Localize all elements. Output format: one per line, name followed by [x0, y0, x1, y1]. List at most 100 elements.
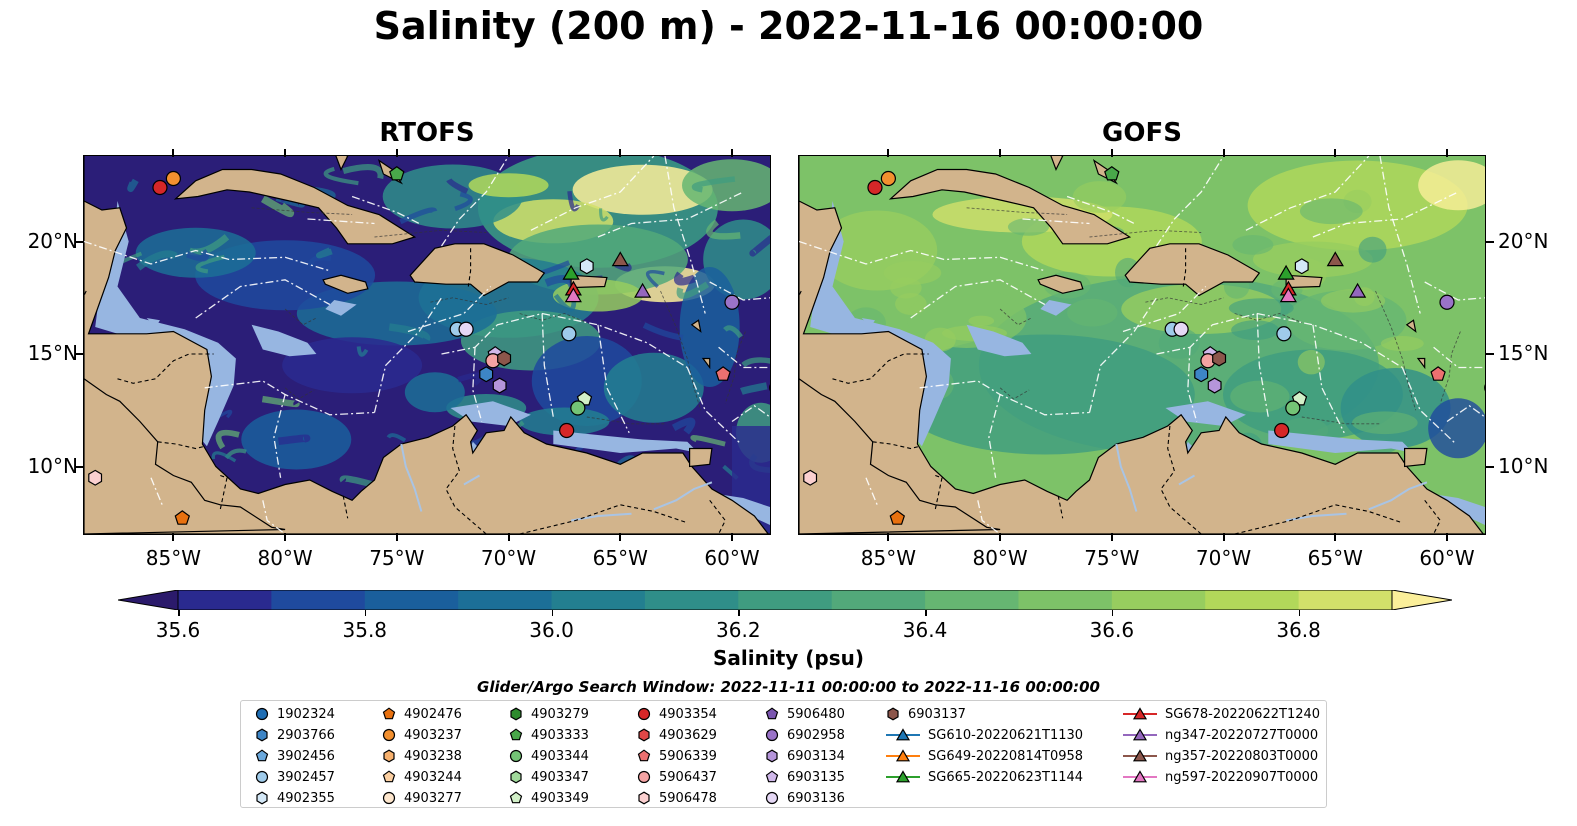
circle-marker-icon	[382, 791, 396, 805]
triangle-marker-icon	[1123, 749, 1157, 762]
legend-marker	[256, 728, 268, 742]
legend-item: 1902324	[255, 704, 335, 724]
colorbar-segment	[831, 590, 926, 610]
legend-marker	[765, 791, 779, 805]
legend-item: 6902958	[765, 725, 845, 745]
legend-item: ng357-20220803T0000	[1123, 746, 1318, 766]
triangle-marker-icon	[1123, 707, 1157, 720]
legend-marker	[887, 707, 899, 721]
legend-marker	[765, 728, 779, 742]
legend-item: 4903629	[637, 725, 717, 745]
legend-marker	[638, 728, 650, 742]
lon-tick-label: 65°W	[1307, 546, 1363, 570]
figure-title: Salinity (200 m) - 2022-11-16 00:00:00	[373, 4, 1204, 48]
colorbar-tick-mark	[738, 610, 740, 616]
map-marker	[570, 400, 586, 416]
colorbar-segment	[458, 590, 553, 610]
lon-tick-label: 70°W	[1195, 546, 1252, 570]
legend-label: SG610-20220621T1130	[928, 727, 1084, 743]
legend-marker	[382, 707, 396, 720]
legend-item: 3902457	[255, 767, 335, 787]
map-marker	[1326, 251, 1344, 267]
legend-marker	[383, 749, 395, 763]
lat-tick-mark	[75, 240, 83, 243]
circle-marker-icon	[509, 749, 523, 763]
colorbar-tick-mark	[925, 610, 927, 616]
legend-item: SG678-20220622T1240	[1123, 704, 1320, 724]
circle-marker-icon	[255, 770, 269, 784]
panel-title-rtofs: RTOFS	[379, 118, 475, 148]
legend-label: SG649-20220814T0958	[928, 748, 1084, 764]
pentagon-marker-icon	[765, 770, 779, 783]
legend-label: 2903766	[277, 727, 335, 743]
legend-marker	[382, 791, 396, 805]
legend-label: 4903344	[531, 748, 589, 764]
colorbar-tick-label: 36.0	[529, 618, 574, 642]
colorbar-segment	[271, 590, 366, 610]
colorbar-label: Salinity (psu)	[712, 646, 864, 670]
legend-label: 5906437	[659, 769, 717, 785]
circle-marker-icon	[637, 770, 651, 784]
land-cuba	[888, 168, 1132, 245]
land-cuba	[173, 168, 417, 245]
lon-tick-mark	[999, 533, 1002, 541]
hexagon-marker-icon	[256, 728, 268, 742]
legend-label: 4902476	[404, 706, 462, 722]
legend-item: 4902355	[255, 788, 335, 808]
lon-tick-mark	[619, 149, 622, 157]
land-bahama1	[335, 156, 349, 172]
legend-label: 4903349	[531, 790, 589, 806]
lon-tick-mark	[731, 149, 733, 157]
colorbar-tick-label: 36.2	[716, 618, 761, 642]
lon-tick-mark	[731, 533, 733, 541]
colorbar-segment	[1018, 590, 1113, 610]
map-marker	[389, 165, 405, 181]
map-panel-gofs	[798, 155, 1486, 535]
hexagon-marker-icon	[256, 791, 268, 805]
lon-tick-mark	[1222, 533, 1225, 541]
legend-label: 1902324	[277, 706, 335, 722]
lon-tick-label: 75°W	[369, 546, 425, 570]
legend-item: ng597-20220907T0000	[1123, 767, 1318, 787]
panel-title-gofs: GOFS	[1102, 118, 1182, 148]
lon-tick-label: 60°W	[704, 546, 760, 570]
colorbar-segment	[925, 590, 1019, 610]
land-lesser2	[701, 357, 711, 370]
legend-item: 4903347	[509, 767, 589, 787]
pentagon-marker-icon	[509, 728, 523, 741]
colorbar-segment	[364, 590, 459, 610]
legend-marker	[765, 770, 779, 783]
legend-label: 6903137	[908, 706, 966, 722]
lat-tick-label: 10°N	[1498, 453, 1549, 478]
legend-marker	[637, 770, 651, 784]
legend-title: Glider/Argo Search Window: 2022-11-11 00…	[477, 678, 1100, 696]
map-panel-rtofs	[83, 155, 771, 535]
lon-tick-mark	[284, 149, 287, 157]
colorbar-tick-label: 36.8	[1276, 618, 1321, 642]
lon-tick-label: 60°W	[1419, 546, 1475, 570]
legend-label: 4903279	[531, 706, 589, 722]
colorbar-segment	[738, 590, 833, 610]
legend-label: ng347-20220727T0000	[1165, 727, 1319, 743]
colorbar-min-extend	[118, 590, 179, 610]
triangle-marker-icon	[1123, 770, 1157, 783]
legend-marker	[638, 791, 650, 805]
legend-label: 5906480	[787, 706, 845, 722]
land-hispaniola	[409, 243, 546, 297]
lon-tick-mark	[1110, 533, 1113, 541]
legend-item: SG665-20220623T1144	[886, 767, 1083, 787]
land-lesser2	[1416, 357, 1426, 370]
land-puertorico	[1285, 274, 1323, 289]
land-bahama1	[1050, 156, 1064, 172]
map-marker	[1274, 422, 1290, 439]
legend-label: 4903238	[404, 748, 462, 764]
legend-marker	[510, 707, 522, 721]
lon-tick-mark	[887, 149, 890, 157]
colorbar	[118, 590, 1452, 610]
lat-tick-label: 15°N	[1498, 341, 1549, 365]
map-marker	[1276, 326, 1292, 342]
legend-marker	[1132, 749, 1148, 762]
legend-marker	[256, 791, 268, 805]
lon-tick-label: 65°W	[592, 546, 648, 570]
lat-tick-label: 15°N	[27, 341, 78, 365]
